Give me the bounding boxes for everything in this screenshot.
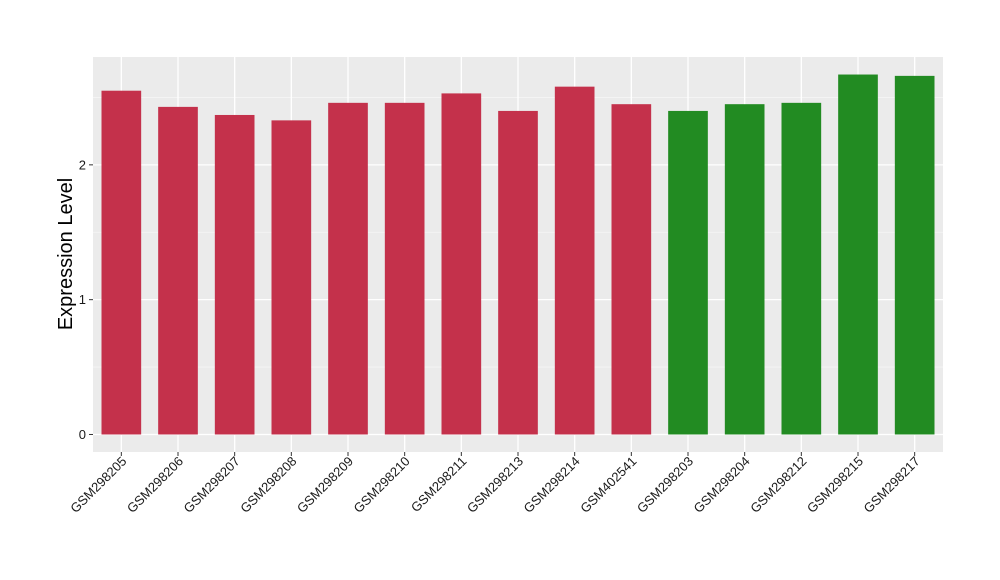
y-tick-label: 0 [79, 427, 86, 442]
bar-gsm298208 [271, 120, 312, 435]
bar-gsm298214 [554, 86, 595, 435]
x-tick-label: GSM298213 [464, 454, 526, 516]
x-tick-label: GSM298210 [351, 454, 413, 516]
y-tick-label: 2 [79, 157, 86, 172]
bar-gsm298209 [328, 102, 368, 435]
x-tick-label: GSM298203 [634, 454, 696, 516]
y-tick-label: 1 [79, 292, 86, 307]
bar-gsm298213 [498, 110, 538, 435]
bar-gsm298217 [894, 75, 935, 435]
x-tick-label: GSM298211 [408, 454, 470, 516]
x-tick-label: GSM298215 [804, 454, 866, 516]
x-tick-label: GSM298204 [691, 454, 753, 516]
bar-gsm298203 [668, 110, 708, 435]
bar-gsm298210 [384, 102, 425, 435]
x-tick-label: GSM298214 [521, 454, 583, 516]
x-axis: GSM298205GSM298206GSM298207GSM298208GSM2… [67, 452, 923, 516]
bar-gsm298205 [101, 90, 142, 435]
bar-gsm298211 [441, 93, 482, 435]
bar-gsm298206 [158, 106, 198, 435]
bars [101, 74, 935, 435]
y-axis: 0 1 2 [79, 157, 93, 442]
x-tick-label: GSM402541 [577, 454, 639, 516]
bar-gsm298215 [838, 74, 878, 435]
bar-gsm298204 [724, 104, 765, 435]
bar-gsm402541 [611, 104, 652, 435]
x-tick-label: GSM298209 [294, 454, 356, 516]
x-tick-label: GSM298208 [237, 454, 299, 516]
bar-gsm298212 [781, 102, 822, 435]
x-tick-label: GSM298205 [67, 454, 129, 516]
x-tick-label: GSM298206 [124, 454, 186, 516]
y-axis-label: Expression Level [55, 178, 77, 330]
x-tick-label: GSM298212 [747, 454, 809, 516]
bar-gsm298207 [214, 114, 255, 435]
x-tick-label: GSM298207 [181, 454, 243, 516]
x-tick-label: GSM298217 [861, 454, 923, 516]
